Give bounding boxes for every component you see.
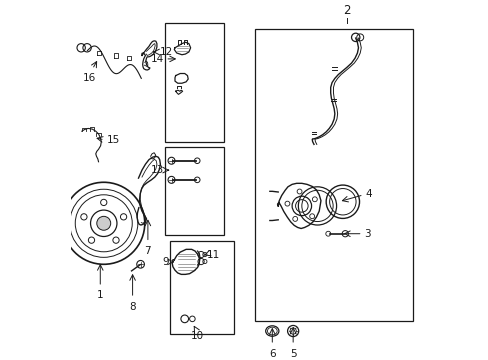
- Bar: [169, 241, 234, 334]
- Text: 16: 16: [83, 73, 96, 83]
- Text: 13: 13: [150, 165, 163, 175]
- Bar: [164, 147, 223, 235]
- Text: 6: 6: [268, 349, 275, 359]
- Text: 15: 15: [106, 135, 120, 145]
- Text: 12: 12: [160, 47, 173, 57]
- Text: 5: 5: [289, 349, 296, 359]
- Text: 4: 4: [365, 189, 371, 199]
- Text: 2: 2: [343, 4, 350, 17]
- Text: 8: 8: [129, 302, 136, 312]
- Circle shape: [97, 216, 110, 230]
- Text: 10: 10: [191, 331, 203, 341]
- Text: 3: 3: [364, 229, 370, 239]
- Bar: [164, 23, 223, 141]
- Text: 11: 11: [206, 249, 220, 260]
- Text: 1: 1: [97, 291, 103, 300]
- Text: 14: 14: [150, 54, 163, 64]
- Text: 9: 9: [162, 257, 169, 267]
- Bar: [254, 29, 412, 321]
- Text: 7: 7: [144, 246, 151, 256]
